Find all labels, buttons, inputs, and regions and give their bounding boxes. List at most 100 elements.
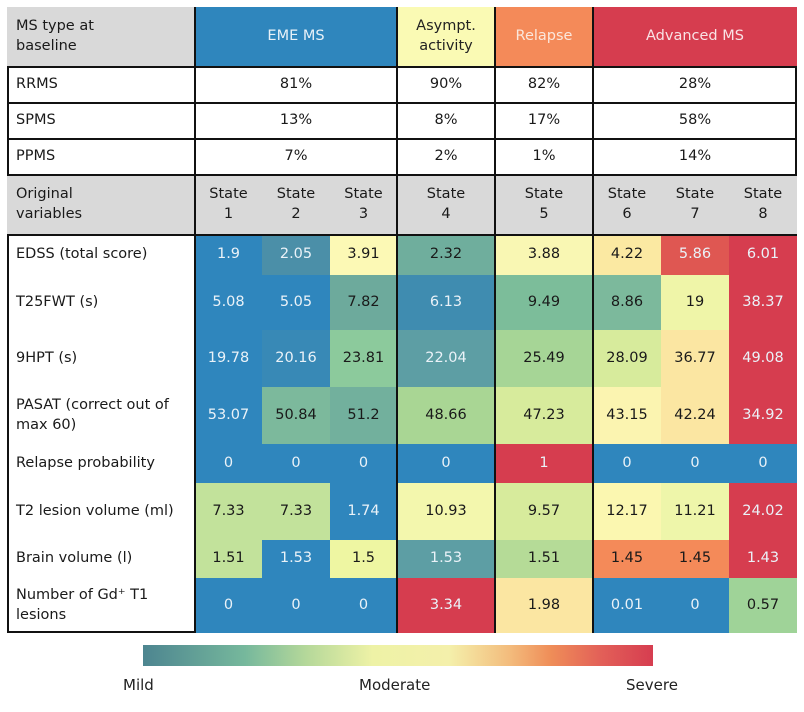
heatmap-cell: 25.49 — [495, 330, 593, 387]
heatmap-cell: 0 — [330, 578, 397, 633]
variable-label: Brain volume (l) — [7, 540, 195, 578]
heatmap-cell: 1.51 — [495, 540, 593, 578]
ms-type-value: 2% — [397, 139, 495, 175]
heatmap-cell-value: 1 — [539, 454, 549, 471]
heatmap-cell: 53.07 — [195, 387, 262, 444]
heatmap-cell: 38.37 — [729, 275, 797, 330]
variable-label-text: Brain volume (l) — [16, 550, 133, 567]
heatmap-cell: 9.49 — [495, 275, 593, 330]
variable-label: T25FWT (s) — [7, 275, 195, 330]
variable-label-text: PASAT (correct out of max 60) — [16, 396, 169, 433]
variable-label-text: T2 lesion volume (ml) — [16, 502, 174, 519]
heatmap-cell: 5.08 — [195, 275, 262, 330]
heatmap-cell: 2.32 — [397, 235, 495, 275]
heatmap-cell-value: 3.91 — [347, 246, 380, 263]
legend-label-severe: Severe — [626, 676, 678, 694]
ms-type-value: 8% — [397, 103, 495, 139]
heatmap-cell: 5.86 — [661, 235, 729, 275]
heatmap-cell-value: 1.45 — [678, 550, 712, 567]
heatmap-cell-value: 1.45 — [610, 550, 644, 567]
heatmap-cell-value: 0 — [291, 596, 301, 613]
heatmap-cell-value: 0.57 — [746, 596, 780, 613]
heatmap-cell-value: 1.53 — [429, 550, 463, 567]
variables-header-label: Original variables — [7, 175, 195, 235]
variable-label-text: Number of Gd⁺ T1 lesions — [16, 586, 149, 623]
heatmap-cell-value: 1.9 — [216, 246, 241, 263]
heatmap-cell: 36.77 — [661, 330, 729, 387]
heatmap-cell-value: 0 — [622, 454, 632, 471]
ms-type-value-text: 13% — [279, 112, 313, 129]
ms-type-value: 7% — [195, 139, 397, 175]
row-label-text: RRMS — [16, 76, 58, 93]
heatmap-cell: 1 — [495, 444, 593, 483]
heatmap-cell: 1.74 — [330, 483, 397, 540]
heatmap-cell-value: 34.92 — [742, 406, 784, 423]
heatmap-cell-value: 38.37 — [742, 293, 784, 310]
heatmap-cell: 0 — [397, 444, 495, 483]
grid-line — [396, 7, 398, 633]
heatmap-cell-value: 10.93 — [425, 502, 467, 519]
heatmap-cell: 7.82 — [330, 275, 397, 330]
grid-line — [7, 174, 797, 176]
legend-label-moderate: Moderate — [359, 676, 431, 694]
group-header-eme-ms: EME MS — [195, 7, 397, 67]
heatmap-cell-value: 0 — [223, 596, 234, 613]
legend-color-gradient — [143, 645, 653, 666]
group-header-advanced-ms: Advanced MS — [593, 7, 797, 67]
heatmap-cell: 23.81 — [330, 330, 397, 387]
group-header-text: EME MS — [267, 28, 325, 45]
state-header-line1: State — [675, 186, 715, 203]
heatmap-cell-value: 1.43 — [746, 550, 780, 567]
variables-header-text: Original variables — [16, 186, 83, 222]
row-label-spms: SPMS — [7, 103, 195, 139]
heatmap-cell-value: 2.05 — [279, 246, 313, 263]
heatmap-cell: 0.57 — [729, 578, 797, 633]
heatmap-cell-value: 23.81 — [342, 349, 385, 366]
heatmap-cell-value: 1.74 — [347, 502, 380, 519]
state-header-line1: State — [276, 186, 316, 203]
heatmap-cell: 0 — [661, 578, 729, 633]
heatmap-cell-value: 1.53 — [279, 550, 313, 567]
heatmap-cell: 22.04 — [397, 330, 495, 387]
heatmap-cell-value: 22.04 — [425, 349, 467, 366]
state-header-line1: State — [524, 186, 564, 203]
heatmap-cell: 1.53 — [397, 540, 495, 578]
heatmap-cell-value: 7.33 — [212, 502, 245, 519]
heatmap-cell: 3.34 — [397, 578, 495, 633]
ms-type-value-text: 58% — [678, 112, 712, 129]
group-header-relapse: Relapse — [495, 7, 593, 67]
heatmap-cell: 1.5 — [330, 540, 397, 578]
heatmap-cell: 0 — [262, 444, 330, 483]
heatmap-cell: 51.2 — [330, 387, 397, 444]
heatmap-table: MS type at baseline EME MS Asympt. activit… — [7, 7, 797, 633]
state-header-line1: State — [607, 186, 647, 203]
heatmap-cell-value: 0 — [690, 596, 700, 613]
state-header-line2: 8 — [758, 206, 768, 222]
heatmap-cell: 1.51 — [195, 540, 262, 578]
ms-type-value: 81% — [195, 67, 397, 103]
heatmap-cell-value: 1.51 — [212, 550, 245, 567]
ms-type-value-text: 82% — [527, 76, 561, 93]
variable-label: Number of Gd⁺ T1 lesions — [7, 578, 195, 633]
heatmap-cell-value: 9.57 — [527, 502, 561, 519]
heatmap-cell-value: 47.23 — [523, 406, 565, 423]
heatmap-cell-value: 5.08 — [212, 293, 245, 310]
state-header-5: State 5 — [495, 175, 593, 235]
group-header-text: Asympt. activity — [416, 18, 476, 54]
heatmap-cell: 0.01 — [593, 578, 661, 633]
row-label-text: SPMS — [16, 112, 56, 129]
variable-label: 9HPT (s) — [7, 330, 195, 387]
ms-type-value: 82% — [495, 67, 593, 103]
state-header-line2: 3 — [358, 206, 369, 222]
heatmap-cell: 9.57 — [495, 483, 593, 540]
state-header-line2: 6 — [622, 206, 632, 222]
state-header-3: State 3 — [330, 175, 397, 235]
group-header-label-text: MS type at baseline — [16, 18, 94, 54]
grid-line — [7, 234, 797, 236]
variable-label-text: 9HPT (s) — [16, 349, 78, 366]
ms-type-value: 14% — [593, 139, 797, 175]
heatmap-cell: 11.21 — [661, 483, 729, 540]
heatmap-cell-value: 42.24 — [674, 406, 716, 423]
heatmap-cell: 24.02 — [729, 483, 797, 540]
group-header-text: Relapse — [515, 28, 573, 45]
